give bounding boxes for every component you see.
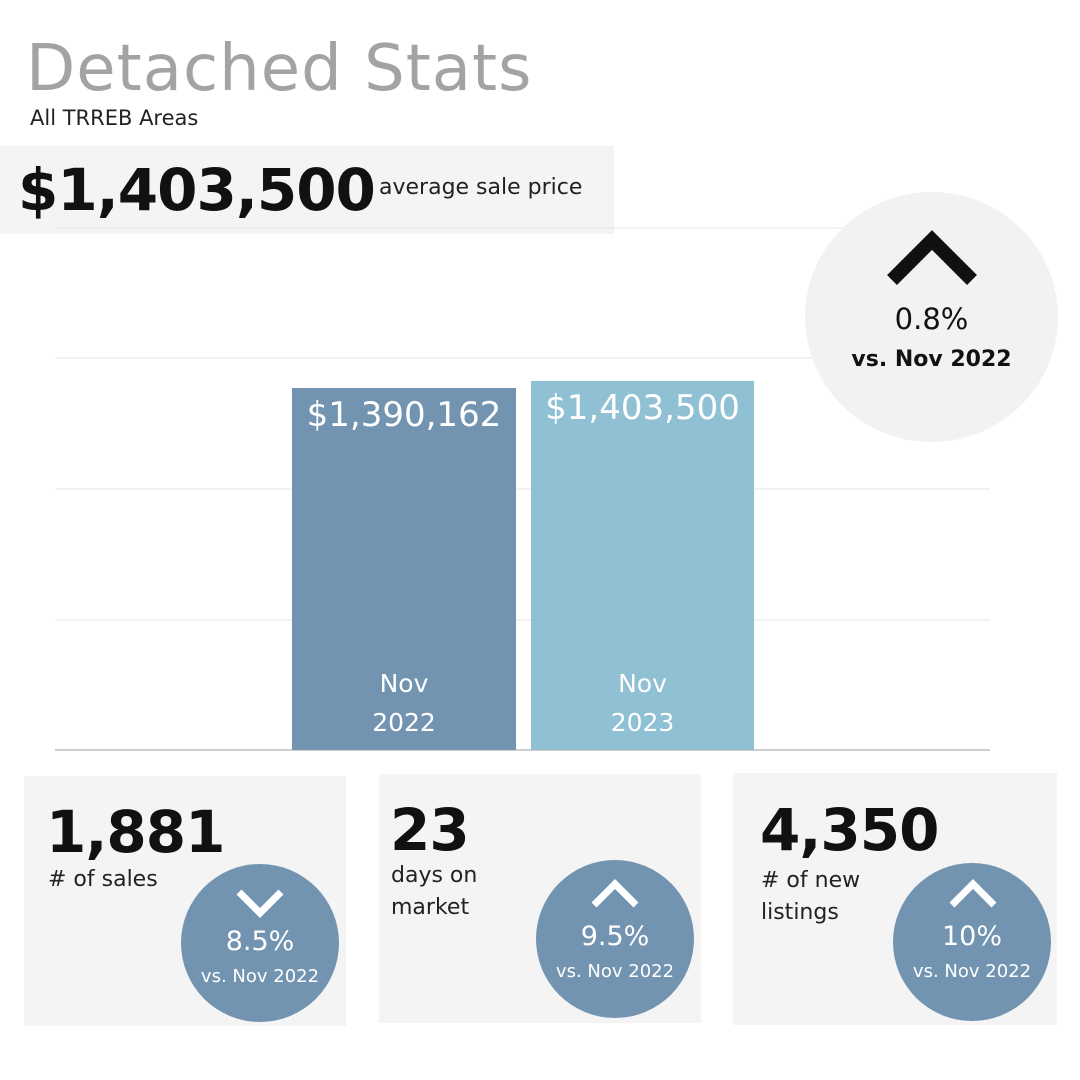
chart-bars: $1,390,162 Nov 2022 $1,403,500 Nov 2023 [292,381,754,750]
bar-category-label: 2022 [372,708,436,737]
new-listings-change-comparison: vs. Nov 2022 [912,961,1032,982]
page-title: Detached Stats [26,32,533,106]
price-change-percent: 0.8% [894,302,969,336]
days-on-market-change-percent: 9.5% [580,921,650,952]
days-on-market-value: 23 [390,796,470,864]
average-price-label: average sale price [379,175,583,200]
price-band [0,146,614,234]
sales-change-comparison: vs. Nov 2022 [200,966,320,987]
bar-category-label: Nov [380,669,429,698]
bar-1 [531,381,754,750]
new-listings-value: 4,350 [760,796,939,864]
bar-0 [292,388,516,750]
sales-label: # of sales [48,867,158,892]
sales-change-circle [181,864,339,1022]
average-price-value: $1,403,500 [18,156,376,224]
chevron-up-icon [887,230,977,285]
bar-category-label: Nov [618,669,667,698]
price-change-comparison: vs. Nov 2022 [851,347,1012,372]
chevron-up-icon [591,879,639,908]
days-on-market-change-comparison: vs. Nov 2022 [555,961,675,982]
sales-value: 1,881 [46,798,225,866]
bar-category-label: 2023 [611,708,675,737]
page-subtitle: All TRREB Areas [30,106,199,130]
price-bar-chart: $1,390,162 Nov 2022 $1,403,500 Nov 2023 [55,227,990,751]
chevron-down-icon [236,889,284,918]
sales-change-percent: 8.5% [225,926,295,957]
new-listings-change-percent: 10% [941,921,1002,952]
chevron-up-icon [949,879,997,908]
new-listings-label: # of new listings [761,868,861,925]
bar-value-label: $1,390,162 [307,395,502,435]
days-on-market-label: days on market [391,863,478,920]
bar-value-label: $1,403,500 [545,388,740,428]
